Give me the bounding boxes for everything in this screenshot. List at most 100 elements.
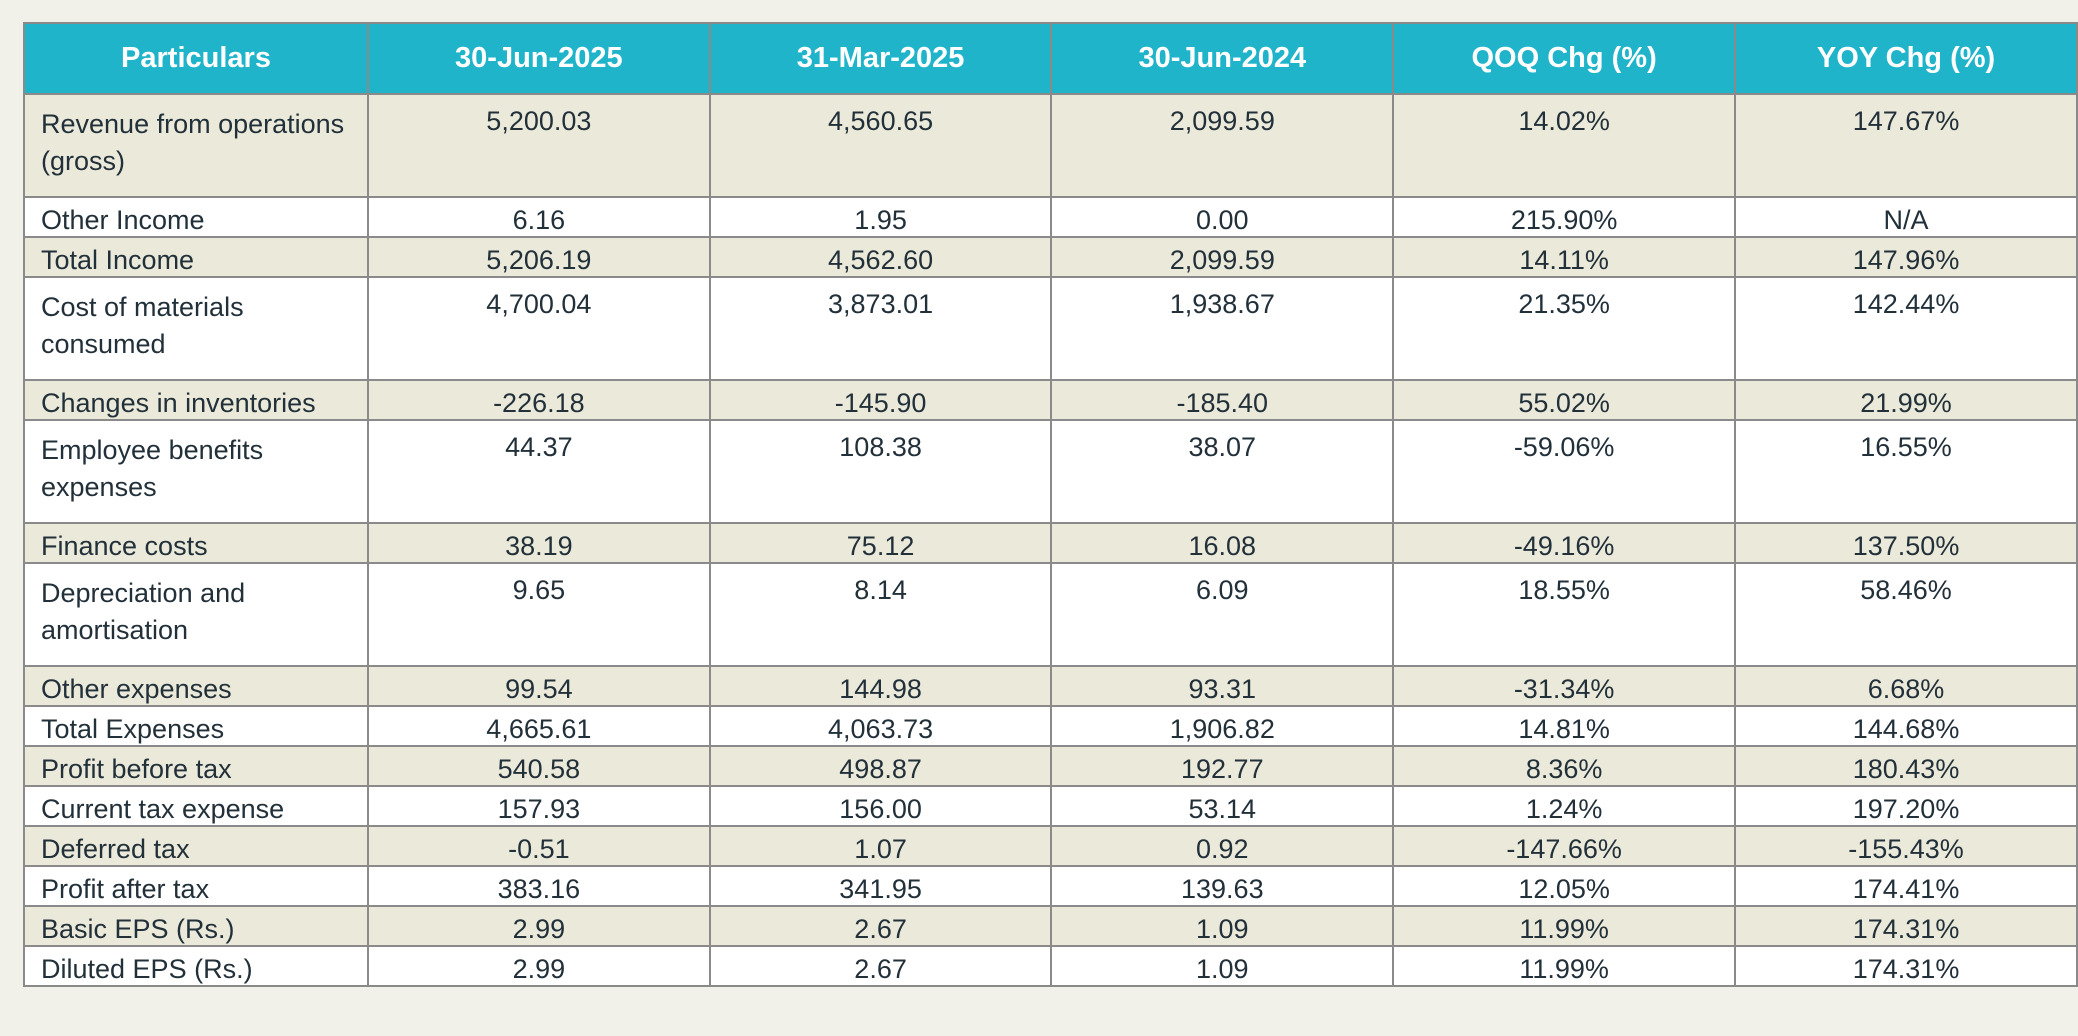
table-row: Total Expenses 4,665.61 4,063.73 1,906.8… [23,705,2078,747]
cell-value: -49.16% [1392,522,1737,564]
cell-value: 53.14 [1050,785,1395,827]
cell-value: 108.38 [708,419,1053,524]
cell-value: 55.02% [1392,379,1737,421]
cell-value: 38.19 [367,522,711,564]
cell-value: 1.24% [1392,785,1737,827]
cell-value: 6.68% [1734,665,2078,707]
cell-value: 4,063.73 [708,705,1053,747]
cell-value: 58.46% [1734,562,2078,667]
cell-value: -59.06% [1392,419,1737,524]
row-label: Profit before tax [23,745,369,787]
cell-value: 142.44% [1734,276,2078,381]
cell-value: 8.14 [708,562,1053,667]
row-label: Finance costs [23,522,369,564]
cell-value: 4,562.60 [708,236,1053,278]
cell-value: 2,099.59 [1050,93,1395,198]
cell-value: 2.99 [367,905,711,947]
row-label: Depreciation and amortisation [23,562,369,667]
cell-value: 5,206.19 [367,236,711,278]
financial-results-table-container: Particulars 30-Jun-2025 31-Mar-2025 30-J… [23,22,2078,987]
cell-value: 215.90% [1392,196,1737,238]
cell-value: 11.99% [1392,945,1737,987]
cell-value: 1.09 [1050,905,1395,947]
cell-value: -145.90 [708,379,1053,421]
header-row: Particulars 30-Jun-2025 31-Mar-2025 30-J… [23,22,2078,95]
header-particulars: Particulars [23,22,369,95]
cell-value: 44.37 [367,419,711,524]
table-row: Diluted EPS (Rs.) 2.99 2.67 1.09 11.99% … [23,945,2078,987]
cell-value: 93.31 [1050,665,1395,707]
cell-value: 180.43% [1734,745,2078,787]
header-30-jun-2025: 30-Jun-2025 [367,22,711,95]
cell-value: 2,099.59 [1050,236,1395,278]
cell-value: -185.40 [1050,379,1395,421]
cell-value: 2.67 [708,905,1053,947]
cell-value: 16.08 [1050,522,1395,564]
cell-value: 21.99% [1734,379,2078,421]
table-row: Basic EPS (Rs.) 2.99 2.67 1.09 11.99% 17… [23,905,2078,947]
cell-value: 12.05% [1392,865,1737,907]
cell-value: 0.00 [1050,196,1395,238]
cell-value: 192.77 [1050,745,1395,787]
cell-value: 21.35% [1392,276,1737,381]
cell-value: 14.11% [1392,236,1737,278]
row-label: Cost of materials consumed [23,276,369,381]
cell-value: 6.09 [1050,562,1395,667]
cell-value: 540.58 [367,745,711,787]
table-row: Profit before tax 540.58 498.87 192.77 8… [23,745,2078,787]
cell-value: 1,906.82 [1050,705,1395,747]
cell-value: 38.07 [1050,419,1395,524]
cell-value: -226.18 [367,379,711,421]
cell-value: 139.63 [1050,865,1395,907]
cell-value: 99.54 [367,665,711,707]
cell-value: 8.36% [1392,745,1737,787]
table-row: Finance costs 38.19 75.12 16.08 -49.16% … [23,522,2078,564]
cell-value: 1.07 [708,825,1053,867]
row-label: Revenue from operations (gross) [23,93,369,198]
cell-value: 14.81% [1392,705,1737,747]
header-yoy-change: YOY Chg (%) [1734,22,2078,95]
cell-value: 2.99 [367,945,711,987]
cell-value: 4,700.04 [367,276,711,381]
row-label: Current tax expense [23,785,369,827]
cell-value: 144.98 [708,665,1053,707]
cell-value: 1.09 [1050,945,1395,987]
cell-value: 18.55% [1392,562,1737,667]
table-row: Other expenses 99.54 144.98 93.31 -31.34… [23,665,2078,707]
financial-results-table: Particulars 30-Jun-2025 31-Mar-2025 30-J… [23,22,2078,987]
cell-value: 174.31% [1734,905,2078,947]
cell-value: 3,873.01 [708,276,1053,381]
table-row: Other Income 6.16 1.95 0.00 215.90% N/A [23,196,2078,238]
table-row: Total Income 5,206.19 4,562.60 2,099.59 … [23,236,2078,278]
cell-value: 156.00 [708,785,1053,827]
table-row: Revenue from operations (gross) 5,200.03… [23,93,2078,198]
row-label: Total Income [23,236,369,278]
row-label: Profit after tax [23,865,369,907]
cell-value: 197.20% [1734,785,2078,827]
cell-value: 5,200.03 [367,93,711,198]
row-label: Employee benefits expenses [23,419,369,524]
cell-value: 75.12 [708,522,1053,564]
row-label: Total Expenses [23,705,369,747]
cell-value: 137.50% [1734,522,2078,564]
cell-value: 341.95 [708,865,1053,907]
table-row: Employee benefits expenses 44.37 108.38 … [23,419,2078,524]
cell-value: -31.34% [1392,665,1737,707]
row-label: Basic EPS (Rs.) [23,905,369,947]
cell-value: 147.96% [1734,236,2078,278]
cell-value: 4,665.61 [367,705,711,747]
table-row: Changes in inventories -226.18 -145.90 -… [23,379,2078,421]
cell-value: 1,938.67 [1050,276,1395,381]
cell-value: 6.16 [367,196,711,238]
cell-value: 157.93 [367,785,711,827]
cell-value: -0.51 [367,825,711,867]
table-row: Cost of materials consumed 4,700.04 3,87… [23,276,2078,381]
header-qoq-change: QOQ Chg (%) [1392,22,1737,95]
cell-value: 498.87 [708,745,1053,787]
cell-value: 174.41% [1734,865,2078,907]
cell-value: N/A [1734,196,2078,238]
cell-value: 174.31% [1734,945,2078,987]
cell-value: 16.55% [1734,419,2078,524]
table-row: Deferred tax -0.51 1.07 0.92 -147.66% -1… [23,825,2078,867]
cell-value: 9.65 [367,562,711,667]
